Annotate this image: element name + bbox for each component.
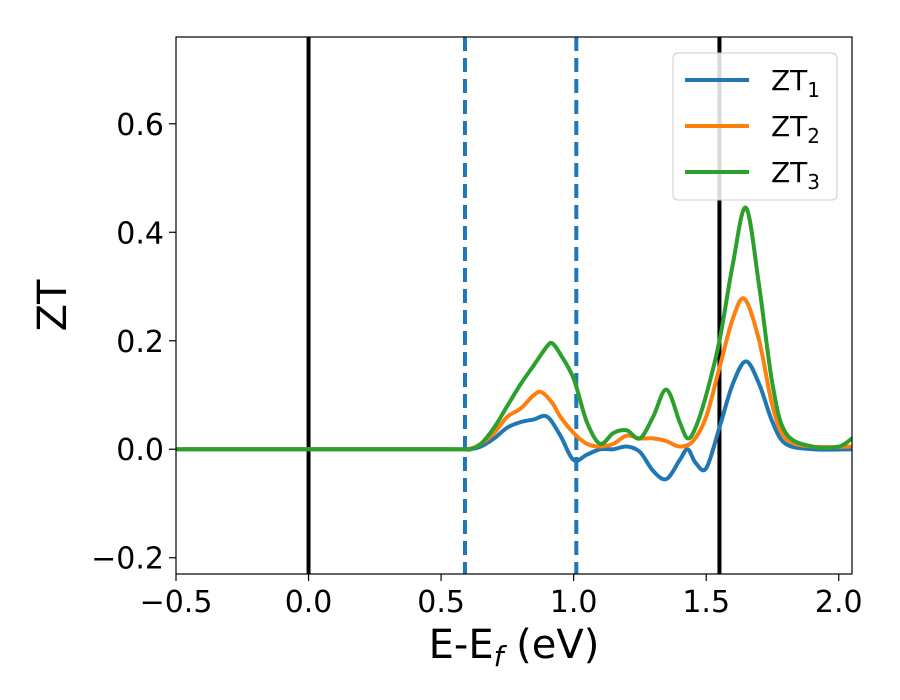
x-tick-label: 2.0 (815, 585, 863, 620)
x-tick-label: 0.5 (417, 585, 465, 620)
y-tick-label: 0.0 (116, 433, 164, 468)
legend-box (672, 52, 838, 201)
series-line-zt2 (176, 296, 852, 452)
x-tick-label: 1.0 (550, 585, 598, 620)
y-axis-label: ZT (30, 279, 76, 331)
x-tick-label: −0.5 (140, 585, 213, 620)
y-tick-label: −0.2 (91, 542, 164, 577)
legend-label-zt1: ZT1 (771, 64, 820, 102)
x-tick-label: 1.5 (682, 585, 730, 620)
plot-frame (175, 36, 853, 575)
legend-label-zt2: ZT2 (771, 110, 820, 148)
legend: ZT1 ZT2 ZT3 (672, 52, 838, 201)
x-tick-label: 0.0 (285, 585, 333, 620)
series-line-zt3 (176, 205, 852, 452)
y-tick-label: 0.2 (116, 325, 164, 360)
y-tick-label: 0.6 (116, 108, 164, 143)
x-axis-label: E-Ef (eV) (429, 622, 600, 673)
series-line-zt1 (176, 359, 852, 482)
y-tick-label: 0.4 (116, 216, 164, 251)
legend-label-zt3: ZT3 (771, 156, 820, 194)
axis-ticks: −0.5 0.0 0.5 1.0 1.5 2.0 −0.2 0.0 0.2 0.4 0.6 (91, 108, 862, 620)
